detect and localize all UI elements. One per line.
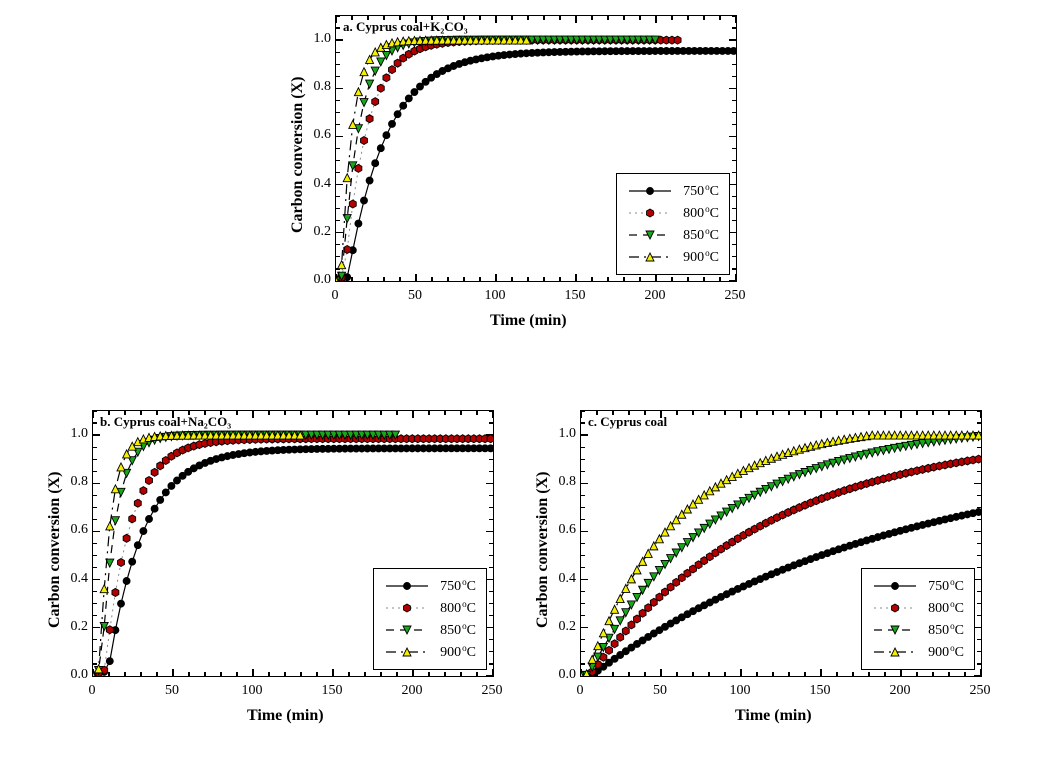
legend-item-750: 750oC — [627, 180, 719, 202]
legend-label: 800oC — [440, 599, 476, 618]
panel-title-b: b. Cyprus coal+Na₂CO₃ — [100, 414, 231, 430]
y-tick-label: 0.6 — [305, 127, 331, 143]
legend-item-900: 900oC — [627, 246, 719, 268]
y-tick-label: 0.4 — [550, 571, 576, 587]
x-tick-label: 0 — [332, 288, 339, 304]
legend-swatch-icon — [384, 619, 430, 641]
legend-item-850: 850oC — [384, 619, 476, 641]
panel-b: 750oC 800oC 850oC 900oC b. Cyprus coal+Na₂CO… — [32, 400, 518, 735]
legend-swatch-icon — [872, 597, 918, 619]
y-axis-label: Carbon conversion (X) — [534, 471, 552, 627]
x-tick-label: 250 — [970, 683, 991, 699]
legend-label: 900oC — [928, 643, 964, 662]
y-axis-label: Carbon conversion (X) — [289, 76, 307, 232]
x-tick-label: 150 — [322, 683, 343, 699]
legend: 750oC 800oC 850oC 900oC — [861, 568, 975, 670]
legend-item-800: 800oC — [872, 597, 964, 619]
panel-a: 750oC 800oC 850oC 900oC a. Cyprus coal+K₂CO₃… — [275, 5, 761, 340]
y-tick-label: 0.8 — [550, 474, 576, 490]
y-tick-label: 0.2 — [550, 619, 576, 635]
x-tick-label: 250 — [725, 288, 746, 304]
legend-label: 850oC — [683, 226, 719, 245]
y-tick-label: 0.4 — [62, 571, 88, 587]
x-tick-label: 0 — [577, 683, 584, 699]
legend-label: 800oC — [683, 204, 719, 223]
x-tick-label: 200 — [645, 288, 666, 304]
y-tick-label: 1.0 — [550, 426, 576, 442]
legend-swatch-icon — [872, 575, 918, 597]
x-axis-label: Time (min) — [735, 707, 812, 725]
legend-label: 850oC — [928, 621, 964, 640]
legend-item-800: 800oC — [627, 202, 719, 224]
plot-area-b: 750oC 800oC 850oC 900oC — [92, 410, 494, 677]
x-tick-label: 100 — [730, 683, 751, 699]
y-tick-label: 0.8 — [305, 79, 331, 95]
y-tick-label: 0.4 — [305, 176, 331, 192]
x-tick-label: 100 — [485, 288, 506, 304]
legend-label: 900oC — [683, 248, 719, 267]
legend-swatch-icon — [627, 202, 673, 224]
legend-swatch-icon — [872, 619, 918, 641]
legend-item-850: 850oC — [627, 224, 719, 246]
legend-swatch-icon — [627, 246, 673, 268]
legend-item-750: 750oC — [384, 575, 476, 597]
x-tick-label: 50 — [653, 683, 667, 699]
legend-label: 750oC — [440, 577, 476, 596]
figure-root: 750oC 800oC 850oC 900oC a. Cyprus coal+K₂CO₃… — [0, 0, 1037, 781]
legend: 750oC 800oC 850oC 900oC — [616, 173, 730, 275]
legend-item-900: 900oC — [384, 641, 476, 663]
y-tick-label: 1.0 — [62, 426, 88, 442]
y-tick-label: 0.0 — [62, 667, 88, 683]
x-tick-label: 0 — [89, 683, 96, 699]
y-tick-label: 0.8 — [62, 474, 88, 490]
legend-item-900: 900oC — [872, 641, 964, 663]
legend-item-800: 800oC — [384, 597, 476, 619]
x-tick-label: 200 — [402, 683, 423, 699]
legend-label: 900oC — [440, 643, 476, 662]
x-tick-label: 50 — [165, 683, 179, 699]
legend: 750oC 800oC 850oC 900oC — [373, 568, 487, 670]
y-tick-label: 0.0 — [305, 272, 331, 288]
series-line-850 — [93, 435, 395, 676]
legend-swatch-icon — [384, 597, 430, 619]
plot-area-c: 750oC 800oC 850oC 900oC — [580, 410, 982, 677]
panel-title-c: c. Cyprus coal — [588, 414, 667, 430]
legend-swatch-icon — [384, 575, 430, 597]
x-tick-label: 150 — [565, 288, 586, 304]
x-tick-label: 50 — [408, 288, 422, 304]
y-tick-label: 0.2 — [305, 224, 331, 240]
y-tick-label: 0.6 — [62, 522, 88, 538]
legend-label: 800oC — [928, 599, 964, 618]
legend-swatch-icon — [872, 641, 918, 663]
x-axis-label: Time (min) — [490, 312, 567, 330]
plot-area-a: 750oC 800oC 850oC 900oC — [335, 15, 737, 282]
x-tick-label: 100 — [242, 683, 263, 699]
legend-swatch-icon — [627, 224, 673, 246]
x-tick-label: 200 — [890, 683, 911, 699]
y-tick-label: 1.0 — [305, 31, 331, 47]
legend-label: 750oC — [928, 577, 964, 596]
legend-label: 850oC — [440, 621, 476, 640]
legend-item-750: 750oC — [872, 575, 964, 597]
panel-c: 750oC 800oC 850oC 900oC c. Cyprus coal Time (… — [520, 400, 1006, 735]
y-axis-label: Carbon conversion (X) — [46, 471, 64, 627]
panel-title-a: a. Cyprus coal+K₂CO₃ — [343, 19, 468, 35]
x-axis-label: Time (min) — [247, 707, 324, 725]
y-tick-label: 0.2 — [62, 619, 88, 635]
legend-item-850: 850oC — [872, 619, 964, 641]
legend-label: 750oC — [683, 182, 719, 201]
legend-swatch-icon — [627, 180, 673, 202]
y-tick-label: 0.0 — [550, 667, 576, 683]
legend-swatch-icon — [384, 641, 430, 663]
y-tick-label: 0.6 — [550, 522, 576, 538]
x-tick-label: 150 — [810, 683, 831, 699]
x-tick-label: 250 — [482, 683, 503, 699]
